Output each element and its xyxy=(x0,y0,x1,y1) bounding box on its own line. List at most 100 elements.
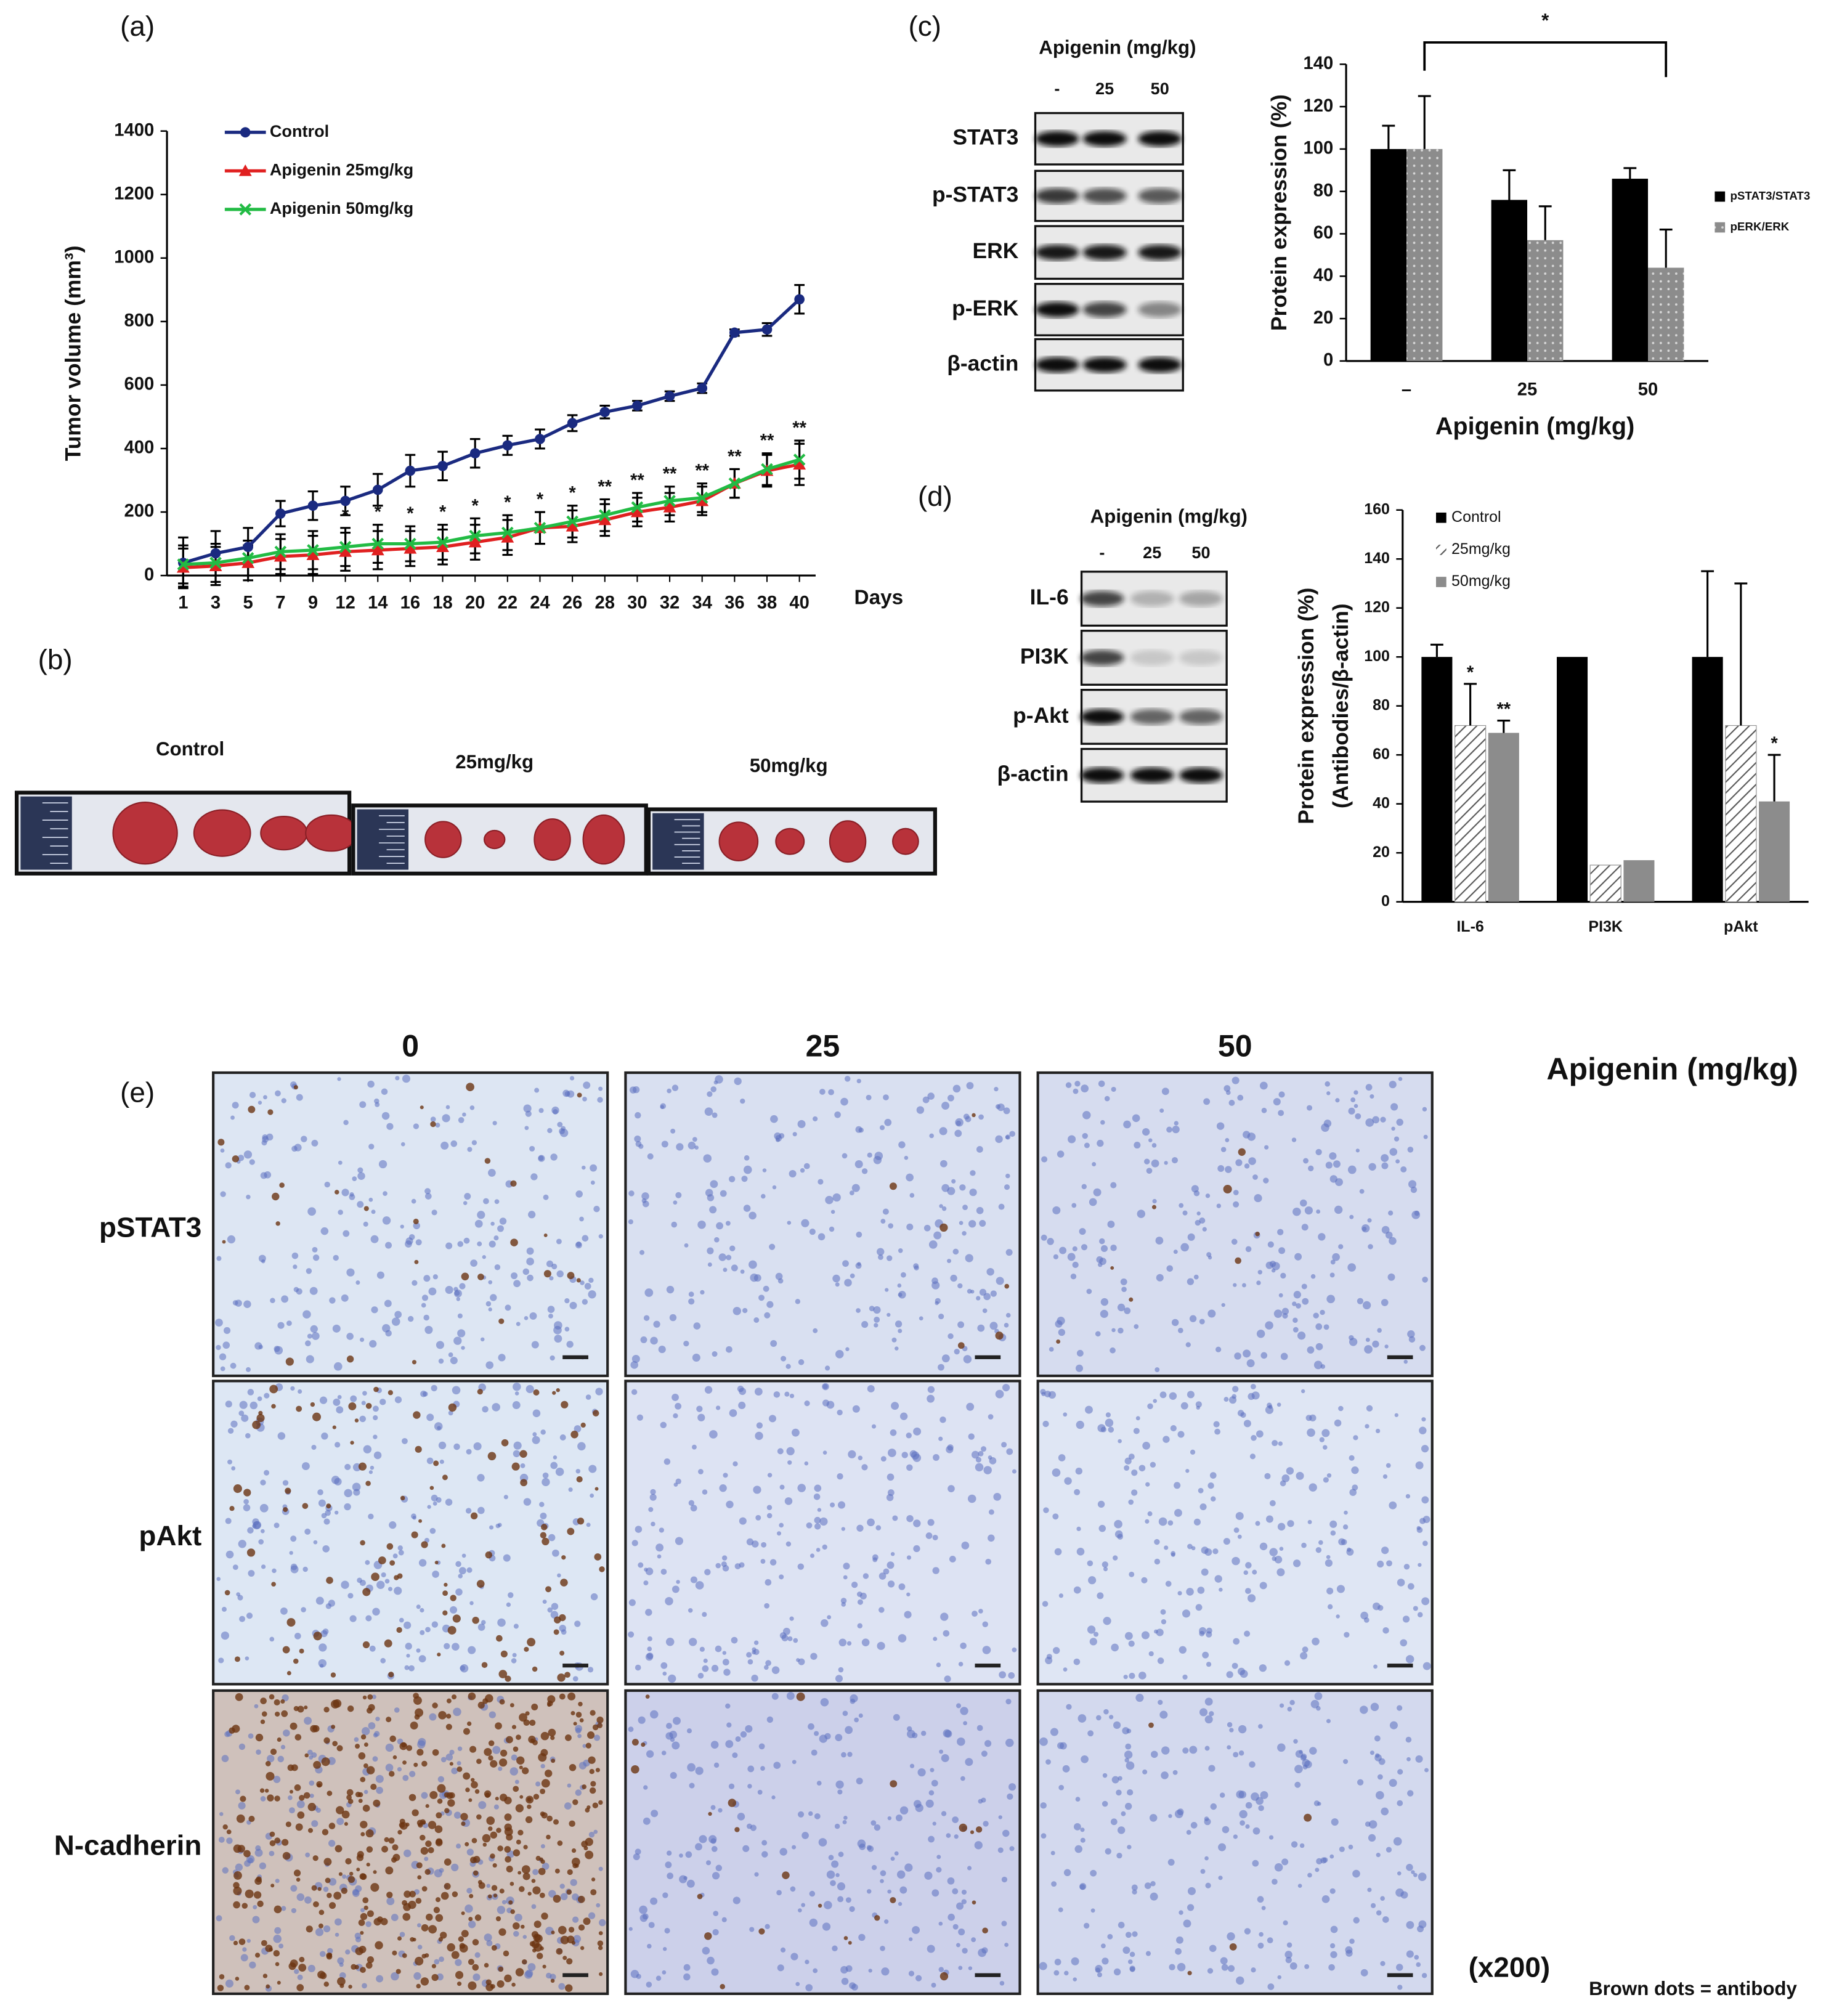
stain xyxy=(260,1719,266,1725)
cell xyxy=(402,1075,411,1083)
legend-swatch xyxy=(1436,545,1447,555)
cell xyxy=(320,1227,329,1235)
cell xyxy=(1132,1114,1140,1123)
cell xyxy=(588,1912,596,1919)
cell xyxy=(593,1829,598,1834)
cell xyxy=(933,1454,939,1461)
cell xyxy=(440,1141,449,1150)
cell xyxy=(362,1983,367,1989)
cell xyxy=(1411,1870,1415,1874)
cell xyxy=(550,1153,558,1161)
stain xyxy=(290,1959,298,1968)
cell xyxy=(239,1400,248,1409)
cell xyxy=(1251,1434,1257,1441)
cell xyxy=(979,1219,986,1227)
cell xyxy=(1302,1298,1309,1305)
panel-label: (a) xyxy=(120,10,155,42)
cell xyxy=(1198,1487,1204,1494)
cell xyxy=(792,1760,797,1765)
cell xyxy=(846,1641,852,1646)
cell xyxy=(821,1619,829,1627)
cell xyxy=(466,1567,473,1573)
cell xyxy=(418,1559,427,1567)
cell xyxy=(394,1396,402,1404)
stain xyxy=(580,1946,585,1950)
stain xyxy=(271,1404,276,1409)
cell xyxy=(327,1948,333,1954)
cell xyxy=(1326,1555,1331,1559)
stain xyxy=(598,1800,603,1805)
cell xyxy=(708,1835,717,1843)
cell xyxy=(723,1473,728,1478)
stain xyxy=(389,1735,396,1742)
cell xyxy=(790,1886,796,1892)
cell xyxy=(328,1599,336,1607)
cell xyxy=(1074,1845,1082,1853)
cell xyxy=(718,1808,723,1813)
cell xyxy=(412,1516,416,1520)
cell xyxy=(867,1518,875,1527)
cell xyxy=(466,1848,474,1856)
cell xyxy=(564,1298,570,1304)
bar xyxy=(1692,657,1723,902)
cell xyxy=(483,1198,489,1205)
stain xyxy=(267,1109,274,1115)
significance-label: ** xyxy=(630,471,644,490)
cell xyxy=(1171,1157,1179,1164)
cell xyxy=(660,1569,667,1575)
stain xyxy=(381,1845,388,1853)
stain xyxy=(331,1725,336,1729)
significance-label: ** xyxy=(1496,700,1511,720)
stain xyxy=(360,1930,364,1935)
cell xyxy=(859,1843,866,1850)
cell xyxy=(341,1294,349,1302)
cell xyxy=(357,1201,364,1208)
stain xyxy=(421,1760,428,1767)
cell xyxy=(692,1137,697,1142)
cell xyxy=(1172,1770,1178,1775)
bar xyxy=(1589,864,1621,903)
cell xyxy=(1171,1553,1175,1557)
cell xyxy=(345,1949,351,1955)
cell xyxy=(999,1671,1006,1679)
cell xyxy=(368,1470,373,1474)
stain xyxy=(412,1809,419,1816)
cell xyxy=(1339,1846,1345,1852)
stain xyxy=(272,1192,280,1201)
cell xyxy=(453,1443,460,1450)
cell xyxy=(1107,1933,1113,1940)
cell xyxy=(956,1120,962,1126)
cell xyxy=(273,1935,282,1943)
cell xyxy=(655,1975,662,1981)
cell xyxy=(1205,1882,1211,1888)
cell xyxy=(1159,1710,1168,1719)
cell xyxy=(1180,1402,1188,1410)
y-tick-label: 1000 xyxy=(114,248,154,267)
stain xyxy=(266,1771,275,1781)
cell xyxy=(1073,1977,1077,1981)
cell xyxy=(313,1540,318,1545)
series-line xyxy=(183,458,800,566)
cell xyxy=(577,1734,582,1739)
cell xyxy=(391,1317,400,1326)
cell xyxy=(1158,1699,1163,1705)
stain xyxy=(444,1858,452,1866)
cell xyxy=(333,1254,339,1261)
cell xyxy=(830,1209,835,1214)
cell xyxy=(1393,1837,1402,1846)
marker xyxy=(436,540,449,553)
stain xyxy=(307,1802,317,1811)
cell xyxy=(227,1459,232,1465)
cell xyxy=(590,1180,595,1185)
cell xyxy=(385,1743,394,1752)
cell xyxy=(1144,1158,1150,1164)
cell xyxy=(1342,1524,1349,1530)
cell xyxy=(688,1141,696,1150)
cell xyxy=(779,1574,784,1580)
stain xyxy=(321,1757,330,1766)
cell xyxy=(1235,1511,1244,1521)
cell xyxy=(1127,1789,1134,1796)
cell xyxy=(1054,1548,1062,1556)
stain xyxy=(524,1646,529,1652)
marker xyxy=(535,434,545,444)
